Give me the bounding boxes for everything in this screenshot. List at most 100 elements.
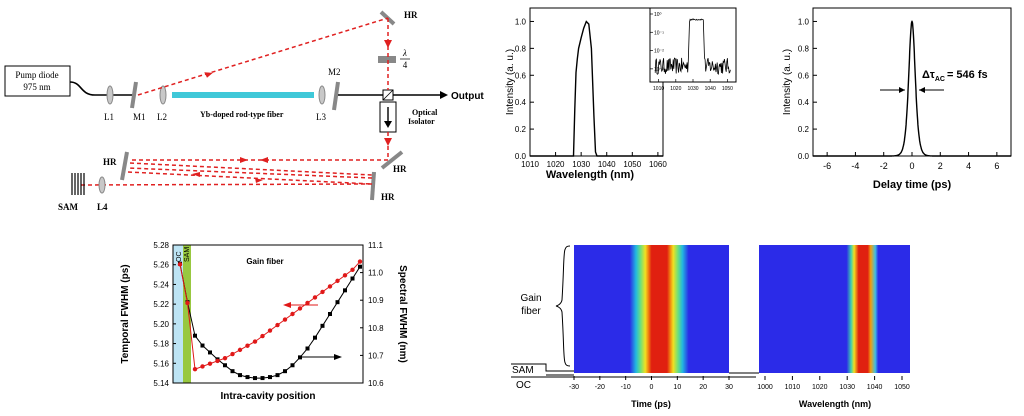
isolator-label-line2: Isolator — [408, 117, 435, 126]
wavelength-tick-label: 1010 — [785, 384, 801, 391]
spectral-fwhm-point — [320, 289, 325, 295]
ac-annotation-prefix: Δτ — [922, 69, 935, 81]
wavelength-tick-label: 1040 — [867, 384, 883, 391]
inset-y-tick-label: 10⁻³ — [654, 67, 664, 73]
temporal-fwhm-point — [313, 335, 317, 340]
band-label-sam: SAM — [184, 247, 191, 262]
label-hr-right: HR — [393, 164, 407, 174]
spectrum-x-tick-label: 1020 — [547, 160, 565, 169]
inset-y-ticks: 10⁰ 10⁻¹ 10⁻² 10⁻³ — [650, 12, 664, 73]
label-l4: L4 — [97, 202, 108, 212]
ac-trace — [813, 20, 1011, 157]
region-gain-line2: fiber — [521, 306, 541, 317]
temporal-fwhm-point — [230, 369, 235, 374]
ac-x-tick-label: 6 — [994, 161, 999, 171]
spectral-fwhm-point — [267, 328, 273, 333]
fwhm-y-label: Temporal FWHM (ps) — [120, 264, 131, 363]
temporal-fwhm-point — [238, 373, 242, 378]
ac-y-tick-label: 0.2 — [798, 125, 810, 134]
spectral-fwhm-point — [282, 317, 288, 322]
fwhm-right-tick-label: 11.1 — [368, 241, 384, 250]
ac-annotation-value: = 546 fs — [947, 69, 988, 81]
temporal-fwhm-point — [350, 276, 355, 281]
ac-x-tick-label: -4 — [851, 161, 859, 171]
ac-x-tick-label: -6 — [823, 161, 831, 171]
svg-text:ΔτAC= 546 fs: ΔτAC = 546 fs — [922, 69, 988, 83]
time-axis-label: Time (ps) — [631, 399, 671, 409]
fwhm-right-ticks: 10.6 10.7 10.8 10.9 11.0 11.1 — [360, 241, 384, 388]
autocorrelation-chart: 0.0 0.2 0.4 0.6 0.8 1.0 -6 -4 -2 0 2 4 6 Delay time… — [782, 7, 1012, 191]
output-label: Output — [451, 91, 484, 102]
laser-setup-diagram: Pump diode 975 nm L1 M1 L2 Yb-doped rod-… — [4, 10, 484, 212]
label-m1: M1 — [133, 112, 146, 122]
inset-x-tick-label: 1020 — [670, 86, 681, 92]
fwhm-evolution-chart: OC SAM 5.145.165.185.205.225.245.265.28 … — [120, 241, 408, 402]
temporal-fwhm-point — [320, 323, 325, 328]
mirror-m1-icon — [130, 81, 138, 109]
lens-l1-icon — [106, 85, 114, 105]
spectral-fwhm-point — [252, 339, 258, 344]
region-sam: SAM — [512, 365, 534, 376]
inset-x-tick-label: 1040 — [705, 86, 716, 92]
ac-y-tick-label: 1.0 — [798, 17, 810, 26]
spectrum-x-ticks: 1010 1020 1030 1040 1050 1060 — [521, 152, 667, 169]
spectral-fwhm-point — [185, 300, 190, 306]
spectrum-y-tick-label: 0.0 — [515, 152, 527, 161]
output-arrow-icon — [440, 91, 448, 99]
temporal-fwhm-point — [208, 350, 212, 355]
waveplate-numerator: λ — [402, 48, 407, 58]
fwhm-right-tick-label: 10.8 — [368, 324, 384, 333]
spectral-fwhm-line — [179, 261, 361, 370]
spectrum-x-label: Wavelength (nm) — [546, 169, 635, 181]
ac-x-tick-label: 4 — [966, 161, 971, 171]
isolator-label-line1: Optical — [412, 108, 438, 117]
spectral-fwhm-point — [230, 351, 235, 357]
temporal-fwhm-point — [298, 355, 302, 360]
spectral-fwhm-point — [297, 306, 303, 311]
inset-y-tick-label: 10⁻² — [654, 49, 664, 55]
fwhm-left-tick-label: 5.14 — [153, 379, 169, 388]
fwhm-left-tick-label: 5.20 — [153, 320, 169, 329]
time-axis-ticks: -30 -20 -10 0 10 20 30 — [569, 376, 733, 391]
fwhm-left-tick-label: 5.24 — [153, 280, 169, 289]
spectral-fwhm-point — [342, 273, 348, 278]
pump-label-line2: 975 nm — [23, 82, 50, 92]
ac-annotation-sub: AC — [935, 76, 945, 83]
time-tick-label: -30 — [569, 384, 579, 391]
spectral-fwhm-point — [290, 311, 295, 317]
hr-mirror-bottom-icon — [370, 171, 376, 201]
ac-y-ticks: 0.0 0.2 0.4 0.6 0.8 1.0 — [798, 17, 817, 161]
spectral-axis-arrow-icon — [334, 354, 342, 360]
temporal-fwhm-point — [328, 312, 332, 316]
time-tick-label: 30 — [725, 384, 733, 391]
temporal-fwhm-point — [335, 300, 340, 305]
time-tick-label: 10 — [673, 384, 681, 391]
inset-x-tick-label: 1050 — [722, 86, 733, 92]
label-l1: L1 — [104, 112, 114, 122]
temporal-fwhm-point — [223, 363, 227, 368]
fwhm-right-tick-label: 10.6 — [368, 379, 384, 388]
time-tick-label: -10 — [621, 384, 631, 391]
temporal-fwhm-point — [268, 375, 272, 380]
gain-fiber-brace — [555, 245, 571, 367]
pump-delivery-fiber — [69, 81, 133, 96]
inset-x-tick-label: 1010 — [653, 86, 664, 92]
label-hr-bottom: HR — [381, 192, 395, 202]
inset-y-tick-label: 10⁻¹ — [654, 30, 664, 36]
spectral-fwhm-point — [177, 262, 183, 267]
spectrum-y-tick-label: 0.4 — [515, 98, 527, 107]
temporal-evolution-map — [574, 245, 729, 373]
spectrum-x-tick-label: 1030 — [572, 160, 590, 169]
temporal-fwhm-line — [179, 263, 361, 379]
spectrum-y-tick-label: 0.8 — [515, 44, 527, 53]
ac-x-tick-label: 2 — [938, 161, 943, 171]
ac-x-tick-label: 0 — [909, 161, 914, 171]
ac-y-label: Intensity (a. u.) — [782, 49, 793, 115]
label-hr-left: HR — [103, 157, 117, 167]
temporal-fwhm-point — [260, 376, 265, 381]
inset-y-tick-label: 10⁰ — [654, 12, 662, 18]
spectrum-y-tick-label: 0.6 — [515, 71, 527, 80]
spectral-fwhm-point — [215, 358, 220, 364]
label-l3: L3 — [316, 112, 326, 122]
isolator-arrow-icon — [384, 121, 392, 128]
